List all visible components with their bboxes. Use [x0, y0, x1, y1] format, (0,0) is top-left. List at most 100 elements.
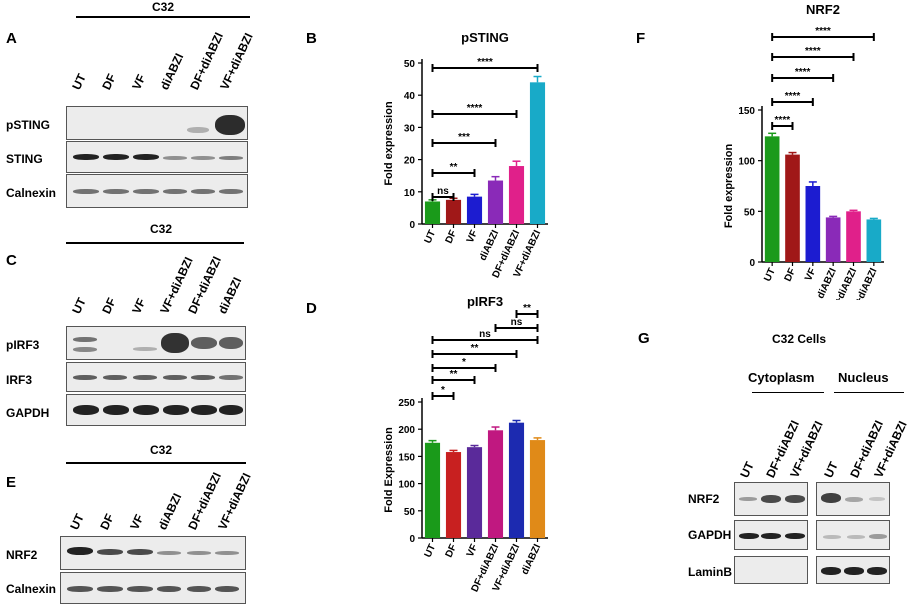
- x-tick-label: diABZI: [520, 542, 544, 576]
- y-tick-label: 50: [404, 59, 416, 70]
- bar: [487, 180, 504, 224]
- bar: [866, 219, 882, 262]
- sig-label: ns: [437, 186, 449, 197]
- blot-IRF3: [66, 362, 246, 392]
- x-tick-label: UT: [423, 229, 439, 246]
- sig-label: ****: [775, 115, 791, 126]
- lane-label: UT: [67, 511, 87, 532]
- sig-label: **: [471, 343, 479, 354]
- bar: [508, 166, 525, 224]
- panel-g-group-cytoplasm: Cytoplasm: [748, 370, 815, 385]
- blot-NRF2-nuc: [816, 482, 890, 516]
- bar: [487, 430, 504, 538]
- chart-b: pSTING 0 10 20 30 40 50 Fold expression UT DF VFdi…: [383, 30, 548, 280]
- x-tick-label: UT: [762, 267, 778, 284]
- y-tick-label: 100: [738, 157, 755, 168]
- bar: [466, 196, 483, 224]
- y-tick-label: 150: [738, 106, 755, 117]
- x-tick-label: diABZI: [478, 228, 502, 262]
- row-label: STING: [6, 152, 43, 166]
- row-label: LaminB: [688, 565, 733, 579]
- bar: [424, 442, 441, 538]
- bar: [846, 211, 861, 262]
- panel-letter-g: G: [638, 330, 650, 347]
- y-tick-label: 10: [404, 188, 416, 199]
- lane-label: DF: [99, 71, 119, 92]
- y-tick-label: 100: [398, 480, 415, 491]
- panel-g-group-nucleus: Nucleus: [838, 370, 889, 385]
- row-label: GAPDH: [688, 528, 732, 542]
- sig-label: ****: [815, 26, 831, 37]
- y-axis-label: Fold expression: [383, 101, 395, 186]
- bar: [805, 186, 821, 262]
- x-tick-label: DF: [444, 229, 460, 246]
- y-tick-label: 20: [404, 156, 416, 167]
- lane-label: UT: [737, 459, 757, 480]
- bar: [529, 440, 546, 538]
- lane-label: VF: [127, 512, 147, 532]
- bar: [508, 422, 525, 538]
- panel-letter-e: E: [6, 474, 17, 491]
- sig-label: **: [450, 369, 458, 380]
- panel-g-title: C32 Cells: [772, 332, 827, 346]
- blot-pSTING: [66, 106, 248, 140]
- x-tick-label: UT: [423, 543, 439, 560]
- row-label: Calnexin: [6, 582, 57, 596]
- y-tick-label: 0: [749, 258, 755, 269]
- blot-GAPDH-cyto: [734, 520, 808, 550]
- sig-label: ****: [477, 57, 493, 68]
- lane-label: diABZI: [155, 491, 185, 532]
- chart-title: NRF2: [806, 2, 840, 17]
- panel-e-condition: C32: [150, 443, 173, 457]
- x-tick-label: DF: [783, 267, 799, 284]
- row-label: GAPDH: [6, 406, 50, 420]
- panel-a-condition-line: [76, 16, 250, 18]
- sig-label: ns: [511, 317, 523, 328]
- lane-label: DF: [97, 511, 117, 532]
- y-tick-label: 250: [398, 398, 415, 409]
- y-tick-label: 0: [409, 220, 415, 231]
- bar: [424, 201, 441, 224]
- sig-label: **: [450, 162, 458, 173]
- x-tick-label: VF: [465, 543, 480, 559]
- row-label: NRF2: [6, 548, 38, 562]
- row-label: pSTING: [6, 118, 50, 132]
- panel-a-condition: C32: [152, 0, 175, 14]
- lane-label: VF: [129, 296, 149, 316]
- panel-g-cytoplasm-line: [752, 392, 824, 393]
- y-tick-label: 50: [744, 207, 756, 218]
- lane-label: VF: [129, 72, 149, 92]
- blot-NRF2-cyto: [734, 482, 808, 516]
- blot-NRF2-e: [60, 536, 246, 570]
- lane-label: UT: [69, 295, 89, 316]
- sig-label: *: [441, 385, 445, 396]
- chart-title: pSTING: [461, 30, 509, 45]
- panel-letter-d: D: [306, 300, 317, 317]
- row-label: IRF3: [6, 373, 33, 387]
- bar: [764, 136, 780, 262]
- lane-label: UT: [821, 459, 841, 480]
- bar: [466, 447, 483, 538]
- sig-label: *: [462, 357, 466, 368]
- lane-label: DF: [99, 295, 119, 316]
- sig-label: ****: [805, 46, 821, 57]
- panel-c-condition: C32: [150, 222, 173, 236]
- blot-STING: [66, 141, 248, 173]
- blot-laminB-nuc: [816, 556, 890, 584]
- blot-calnexin-e: [60, 572, 246, 604]
- sig-label: ****: [467, 103, 483, 114]
- lane-label: diABZI: [157, 51, 187, 92]
- y-axis-label: Fold Expression: [383, 427, 395, 513]
- bar: [445, 199, 462, 224]
- y-tick-label: 40: [404, 91, 416, 102]
- x-tick-label: VF: [803, 267, 818, 283]
- y-tick-label: 50: [404, 507, 416, 518]
- blot-calnexin: [66, 174, 248, 208]
- y-tick-label: 30: [404, 123, 416, 134]
- bar: [785, 154, 800, 262]
- sig-label: ns: [479, 329, 491, 340]
- sig-label: ***: [458, 132, 470, 143]
- sig-label: ****: [785, 91, 801, 102]
- panel-g-nucleus-line: [834, 392, 904, 393]
- y-axis-label: Fold expression: [723, 144, 735, 229]
